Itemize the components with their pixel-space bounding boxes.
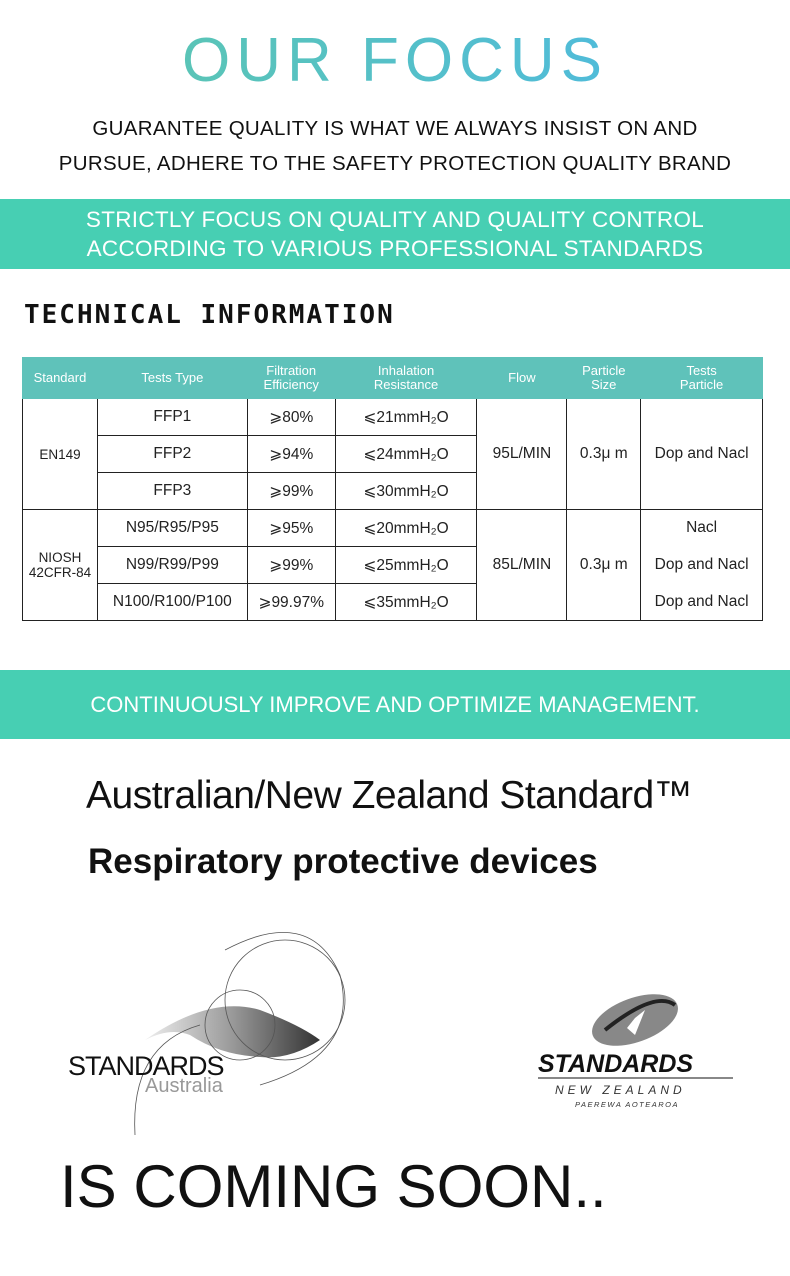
table-row: FFP3 ⩾99% ⩽30mmH₂O bbox=[23, 472, 763, 510]
type-cell: FFP3 bbox=[96, 472, 248, 510]
svg-text:STANDARDS: STANDARDS bbox=[68, 1051, 224, 1081]
type-cell: N100/R100/P100 bbox=[96, 583, 248, 621]
efficiency-cell: ⩾94% bbox=[246, 435, 336, 473]
page-title: OUR FOCUS bbox=[0, 28, 790, 94]
col-type: Tests Type bbox=[96, 357, 248, 399]
efficiency-cell: ⩾95% bbox=[246, 509, 336, 547]
svg-text:STANDARDS: STANDARDS bbox=[538, 1050, 693, 1078]
standards-new-zealand-logo: STANDARDS NEW ZEALAND PAEREWA AOTEAROA bbox=[538, 994, 733, 1109]
standard-subtitle: Respiratory protective devices bbox=[88, 842, 598, 881]
standard-cell: NIOSH 42CFR-84 bbox=[22, 509, 98, 621]
table-row: EN149 FFP1 ⩾80% ⩽21mmH₂O 95L/MIN 0.3μ m … bbox=[22, 398, 763, 510]
table-row: N99/R99/P99 ⩾99% ⩽25mmH₂O Dop and Nacl bbox=[23, 546, 763, 584]
type-cell: N95/R95/P95 bbox=[96, 509, 248, 547]
svg-text:PAEREWA AOTEAROA: PAEREWA AOTEAROA bbox=[575, 1100, 679, 1109]
standard-title: Australian/New Zealand Standard™ bbox=[86, 774, 693, 817]
particle-cell: Dop and Nacl bbox=[640, 546, 763, 584]
subtitle-line-1: GUARANTEE QUALITY IS WHAT WE ALWAYS INSI… bbox=[92, 117, 698, 140]
resistance-cell: ⩽20mmH₂O bbox=[334, 509, 478, 547]
standards-australia-logo: STANDARDS Australia bbox=[68, 931, 346, 1136]
table-row: N100/R100/P100 ⩾99.97% ⩽35mmH₂O Dop and … bbox=[23, 583, 763, 621]
size-cell: 0.3μ m bbox=[566, 398, 642, 510]
resistance-cell: ⩽24mmH₂O bbox=[334, 435, 478, 473]
table-row: NIOSH 42CFR-84 N95/R95/P95 ⩾95% ⩽20mmH₂O … bbox=[22, 509, 763, 621]
resistance-cell: ⩽25mmH₂O bbox=[334, 546, 478, 584]
type-cell: FFP1 bbox=[96, 398, 248, 436]
efficiency-cell: ⩾99% bbox=[246, 546, 336, 584]
management-banner: CONTINUOUSLY IMPROVE AND OPTIMIZE MANAGE… bbox=[0, 670, 790, 739]
type-cell: N99/R99/P99 bbox=[96, 546, 248, 584]
table-row: FFP2 ⩾94% ⩽24mmH₂O bbox=[23, 435, 763, 473]
resistance-cell: ⩽30mmH₂O bbox=[334, 472, 478, 510]
particle-cell: Dop and Nacl bbox=[640, 583, 763, 621]
standard-cell: EN149 bbox=[22, 398, 98, 510]
banner-line-2: ACCORDING TO VARIOUS PROFESSIONAL STANDA… bbox=[86, 236, 704, 261]
type-cell: FFP2 bbox=[96, 435, 248, 473]
col-standard: Standard bbox=[22, 357, 98, 399]
quality-banner: STRICTLY FOCUS ON QUALITY AND QUALITY CO… bbox=[0, 199, 790, 269]
banner-line-1: STRICTLY FOCUS ON QUALITY AND QUALITY CO… bbox=[85, 207, 705, 232]
col-resistance: Inhalation Resistance bbox=[334, 357, 478, 399]
particle-cell: Dop and Nacl bbox=[640, 398, 763, 510]
svg-text:Australia: Australia bbox=[145, 1075, 224, 1097]
col-size: Particle Size bbox=[566, 357, 642, 399]
efficiency-cell: ⩾99.97% bbox=[246, 583, 336, 621]
col-particle: Tests Particle bbox=[640, 357, 763, 399]
col-efficiency: Filtration Efficiency bbox=[246, 357, 336, 399]
section-heading: TECHNICAL INFORMATION bbox=[24, 300, 395, 330]
technical-table: Standard Tests Type Filtration Efficiency… bbox=[22, 357, 763, 621]
svg-text:NEW ZEALAND: NEW ZEALAND bbox=[555, 1083, 686, 1097]
efficiency-cell: ⩾99% bbox=[246, 472, 336, 510]
subtitle-line-2: PURSUE, ADHERE TO THE SAFETY PROTECTION … bbox=[58, 152, 732, 175]
flow-cell: 95L/MIN bbox=[476, 398, 568, 510]
col-flow: Flow bbox=[476, 357, 568, 399]
resistance-cell: ⩽35mmH₂O bbox=[334, 583, 478, 621]
efficiency-cell: ⩾80% bbox=[246, 398, 336, 436]
flow-cell: 85L/MIN bbox=[476, 509, 568, 621]
coming-soon-text: IS COMING SOON.. bbox=[60, 1153, 607, 1220]
particle-cell: Nacl bbox=[640, 509, 763, 547]
table-header-row: Standard Tests Type Filtration Efficiency… bbox=[22, 357, 763, 399]
size-cell: 0.3μ m bbox=[566, 509, 642, 621]
resistance-cell: ⩽21mmH₂O bbox=[334, 398, 478, 436]
